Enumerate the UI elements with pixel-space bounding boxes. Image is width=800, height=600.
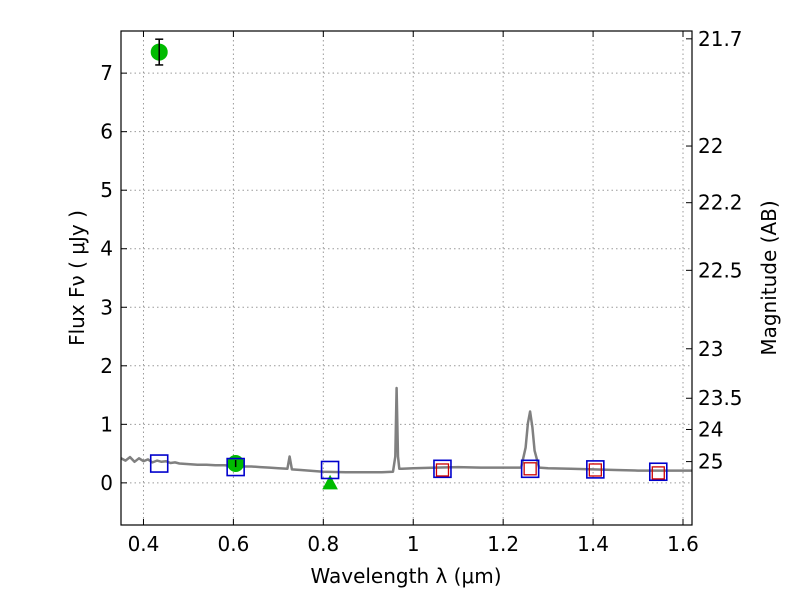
x-tick-label: 1.6 — [667, 532, 699, 556]
magnitude-tick-label: 21.7 — [698, 27, 743, 51]
y-tick-label: 3 — [100, 295, 113, 319]
magnitude-tick-label: 22.2 — [698, 191, 743, 215]
y-tick-label: 6 — [100, 120, 113, 144]
x-tick-label: 1.2 — [487, 532, 519, 556]
spectrum-layer — [120, 386, 692, 474]
model-flux-square — [226, 457, 245, 477]
model-flux-square-red — [588, 463, 602, 477]
y-tick-label: 7 — [100, 61, 113, 85]
x-tick-label: 0.4 — [128, 532, 160, 556]
magnitude-tick-label: 23.5 — [698, 386, 743, 410]
model-flux-square — [520, 459, 540, 479]
x-tick-label: 1.4 — [577, 532, 609, 556]
marker-layer — [149, 38, 668, 490]
magnitude-tick-label: 22.5 — [698, 258, 743, 282]
y-tick-label: 2 — [100, 354, 113, 378]
spectrum-line — [120, 386, 692, 474]
model-flux-square-red — [523, 462, 537, 476]
model-flux-square-red — [651, 466, 665, 480]
y-tick-label: 1 — [100, 412, 113, 436]
y-tick-label: 0 — [100, 471, 113, 495]
x-tick-label: 0.6 — [217, 532, 249, 556]
model-flux-square-red — [435, 463, 450, 477]
model-flux-square — [433, 459, 452, 479]
x-axis-title: Wavelength λ (μm) — [310, 564, 501, 588]
magnitude-tick-label: 25 — [698, 450, 723, 474]
model-flux-square — [586, 460, 605, 479]
model-flux-square — [648, 462, 668, 482]
magnitude-tick-label: 22 — [698, 134, 723, 158]
x-tick-label: 0.8 — [307, 532, 339, 556]
model-flux-square — [149, 454, 169, 473]
model-flux-square — [320, 460, 340, 480]
magnitude-tick-label: 23 — [698, 337, 723, 361]
y-tick-label: 4 — [100, 237, 113, 261]
x-tick-label: 1 — [407, 532, 420, 556]
upper-limit-point — [322, 474, 338, 490]
y-axis-title: Flux Fν ( μJy ) — [65, 210, 89, 346]
right-axis-title: Magnitude (AB) — [757, 200, 781, 355]
magnitude-tick-label: 24 — [698, 417, 723, 441]
grid-lines — [121, 31, 692, 525]
plot-frame — [120, 30, 693, 526]
tick-layer: 0.4 0.6 0.8 1 1.2 1.4 1.60123456721.72222.222.… — [100, 27, 742, 556]
y-tick-label: 5 — [100, 178, 113, 202]
